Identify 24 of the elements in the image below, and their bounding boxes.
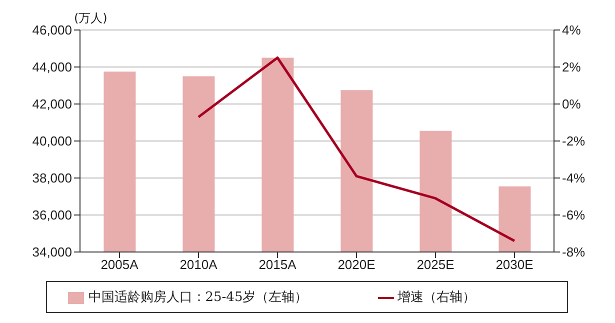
y-tick-label: 34,000 bbox=[32, 244, 72, 260]
y2-tick-label: -6% bbox=[562, 208, 586, 223]
y2-tick-label: -2% bbox=[562, 134, 586, 149]
x-tick-label: 2015A bbox=[258, 257, 297, 272]
line-series bbox=[197, 56, 516, 242]
y-tick-label: 38,000 bbox=[32, 170, 72, 186]
y2-tick-label: -8% bbox=[562, 244, 586, 260]
y-tick-label: 40,000 bbox=[32, 134, 72, 149]
y2-tick-label: 0% bbox=[562, 96, 582, 112]
x-tick-label: 2030E bbox=[496, 257, 534, 272]
x-tick-label: 2020E bbox=[338, 257, 376, 272]
legend-label: 增速（右轴） bbox=[398, 290, 476, 305]
y-axis-title: (万人) bbox=[74, 10, 108, 27]
y-tick-label: 44,000 bbox=[32, 60, 72, 75]
y-tick-label: 42,000 bbox=[32, 96, 72, 112]
y-tick-label: 46,000 bbox=[32, 22, 72, 38]
x-tick-label: 2025E bbox=[416, 257, 455, 272]
y-tick-label: 36,000 bbox=[32, 208, 72, 223]
legend-label: 中国适龄购房人口：25-45岁（左轴） bbox=[88, 290, 308, 305]
y2-tick-label: 2% bbox=[562, 60, 582, 75]
y2-tick-label: 4% bbox=[562, 22, 582, 38]
x-tick-label: 2005A bbox=[100, 257, 139, 272]
x-tick-label: 2010A bbox=[180, 257, 218, 272]
y2-tick-label: -4% bbox=[562, 170, 586, 186]
